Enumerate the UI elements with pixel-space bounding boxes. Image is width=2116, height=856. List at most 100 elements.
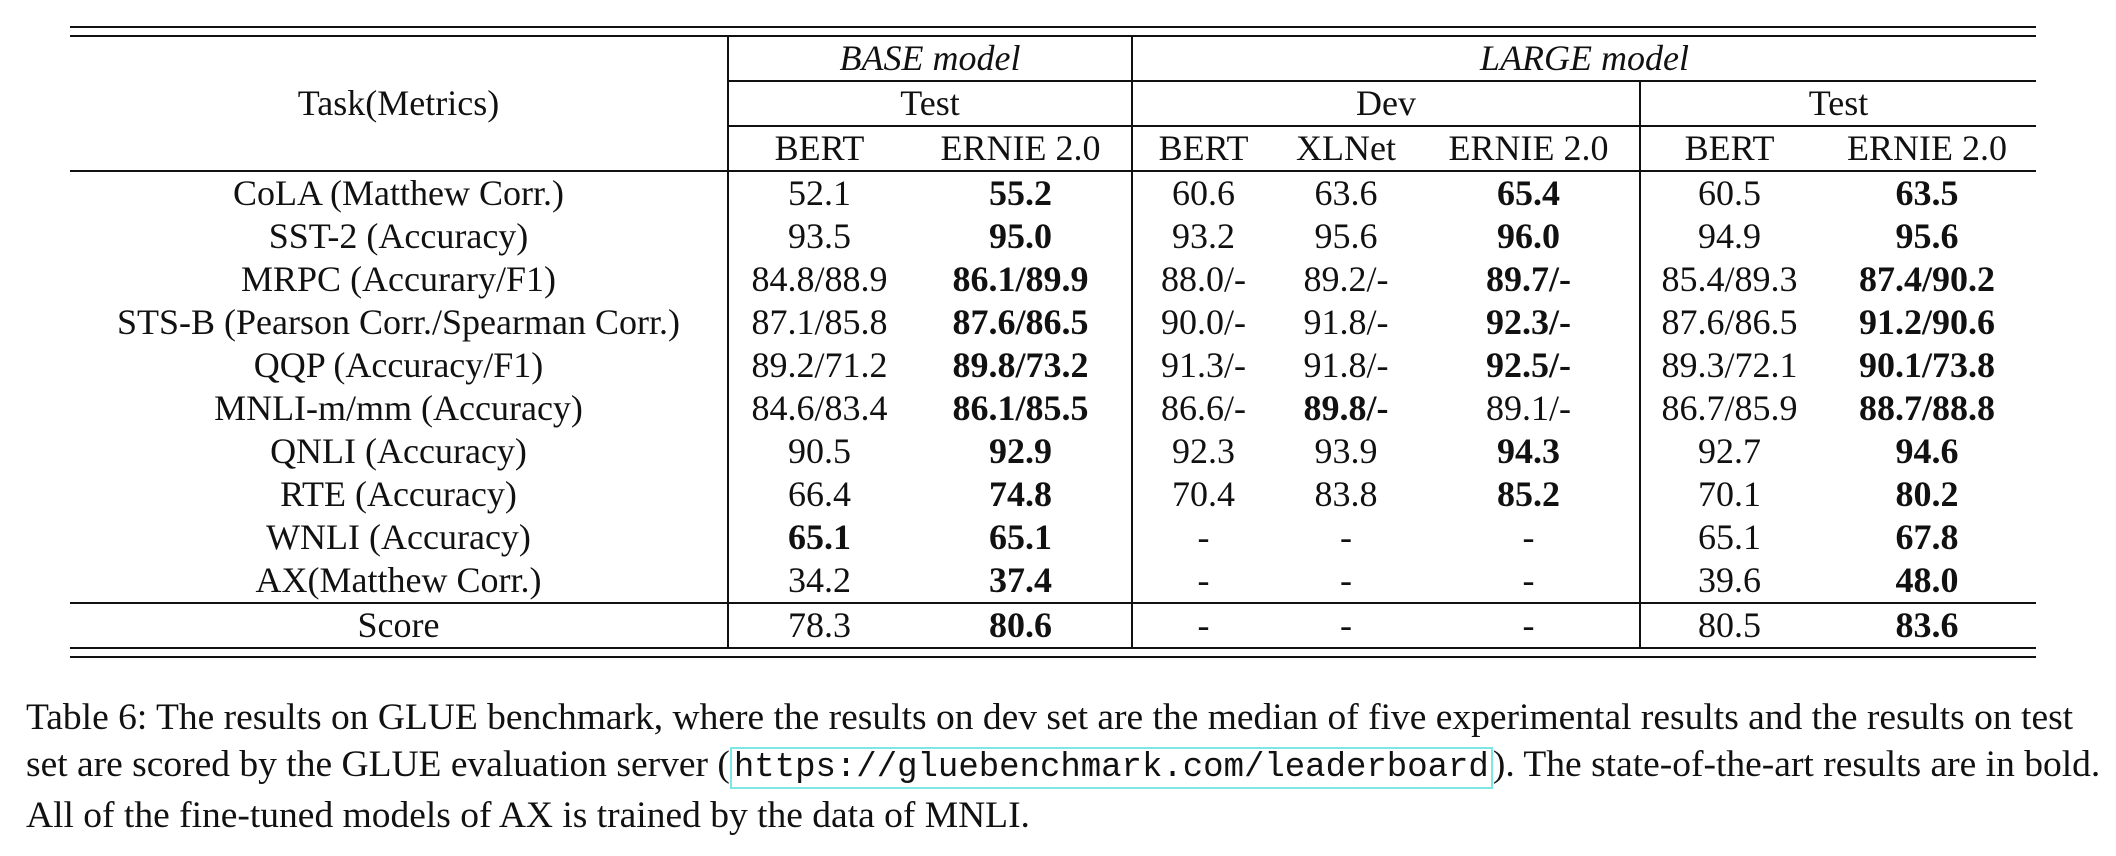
table-footer: Score 78.3 80.6 - - - 80.5 83.6 [70, 602, 2037, 647]
table-cell: 48.0 [1818, 559, 2036, 603]
table-caption: Table 6: The results on GLUE benchmark, … [26, 694, 2106, 839]
table-cell: 84.8/88.9 [728, 258, 910, 301]
task-name: QNLI (Accuracy) [70, 430, 729, 473]
cell-value: 87.1/85.8 [751, 302, 888, 342]
table-cell: 87.6/86.5 [910, 301, 1134, 344]
table-cell: 39.6 [1640, 559, 1818, 603]
col-header: ERNIE 2.0 [1418, 126, 1642, 172]
col-header: BERT [1132, 126, 1275, 172]
table-cell: 89.2/- [1274, 258, 1418, 301]
best-value: 63.5 [1895, 173, 1959, 213]
score-label: Score [70, 602, 729, 647]
cell-value: 65.1 [1698, 517, 1762, 557]
col-header: XLNet [1274, 126, 1419, 172]
table-row: QQP (Accuracy/F1) 89.2/71.2 89.8/73.2 91.3/… [70, 344, 2036, 387]
table-cell: 89.8/- [1274, 387, 1418, 430]
table-cell: 86.1/89.9 [910, 258, 1134, 301]
table-top-rule [70, 26, 2036, 37]
best-value: 87.4/90.2 [1859, 259, 1996, 299]
table-cell: 91.2/90.6 [1818, 301, 2036, 344]
cell-value: 89.3/72.1 [1661, 345, 1798, 385]
table-cell: 88.0/- [1132, 258, 1274, 301]
task-name: QQP (Accuracy/F1) [70, 344, 729, 387]
table-cell: 84.6/83.4 [728, 387, 910, 430]
table-cell: 55.2 [910, 171, 1134, 215]
best-value: 89.8/- [1303, 388, 1389, 428]
cell-value: 84.6/83.4 [751, 388, 888, 428]
table-cell: 91.8/- [1274, 344, 1418, 387]
task-name: MRPC (Accurary/F1) [70, 258, 729, 301]
table-cell: 60.5 [1640, 171, 1818, 215]
cell-value: 89.1/- [1486, 388, 1572, 428]
best-value: 95.6 [1895, 216, 1959, 256]
base-test-header: Test [728, 81, 1134, 127]
task-name: AX(Matthew Corr.) [70, 559, 729, 603]
table-cell: 86.7/85.9 [1640, 387, 1818, 430]
table-row: MNLI-m/mm (Accuracy) 84.6/83.4 86.1/85.5 86… [70, 387, 2036, 430]
table-cell: 90.1/73.8 [1818, 344, 2036, 387]
table-cell: 95.6 [1274, 215, 1418, 258]
table-cell: - [1274, 559, 1418, 603]
best-value: 88.7/88.8 [1859, 388, 1996, 428]
table-cell: 85.2 [1418, 473, 1642, 516]
cell-value: - [1197, 605, 1210, 645]
cell-value: 66.4 [788, 474, 851, 514]
table-cell: 63.5 [1818, 171, 2036, 215]
table-cell: 80.2 [1818, 473, 2036, 516]
col-header: ERNIE 2.0 [910, 126, 1134, 172]
table-row: MRPC (Accurary/F1) 84.8/88.9 86.1/89.9 88.0… [70, 258, 2036, 301]
cell-value: 80.5 [1698, 605, 1762, 645]
best-value: 85.2 [1497, 474, 1561, 514]
table-row: CoLA (Matthew Corr.) 52.1 55.2 60.6 63.6 65.4… [70, 171, 2036, 215]
cell-value: - [1340, 517, 1353, 557]
best-value: 37.4 [989, 560, 1052, 600]
table-cell: - [1418, 559, 1642, 603]
cell-value: 92.3 [1172, 431, 1236, 471]
table-cell: 63.6 [1274, 171, 1418, 215]
table-row: WNLI (Accuracy) 65.1 65.1 - - - 65.1 67.8 [70, 516, 2036, 559]
cell-value: 88.0/- [1161, 259, 1247, 299]
best-value: 92.5/- [1486, 345, 1572, 385]
cell-value: 63.6 [1314, 173, 1378, 213]
cell-value: 90.0/- [1161, 302, 1247, 342]
cell-value: - [1340, 560, 1353, 600]
glue-results-table: Task(Metrics) BASE model LARGE model Tes… [70, 37, 2037, 647]
table-cell: 89.2/71.2 [728, 344, 910, 387]
table-cell: 86.6/- [1132, 387, 1274, 430]
leaderboard-link[interactable]: https://gluebenchmark.com/leaderboard [729, 747, 1493, 789]
table-cell: 96.0 [1418, 215, 1642, 258]
table-cell: 93.5 [728, 215, 910, 258]
table-cell: 92.7 [1640, 430, 1818, 473]
cell-value: - [1522, 517, 1535, 557]
table-cell: 89.1/- [1418, 387, 1642, 430]
cell-value: 89.2/71.2 [751, 345, 888, 385]
score-row: Score 78.3 80.6 - - - 80.5 83.6 [70, 602, 2037, 647]
table-cell: 89.7/- [1418, 258, 1642, 301]
table-cell: 89.3/72.1 [1640, 344, 1818, 387]
table-header: Task(Metrics) BASE model LARGE model Tes… [70, 37, 2037, 172]
table-cell: 92.3/- [1418, 301, 1642, 344]
cell-value: - [1340, 605, 1353, 645]
score-cell: 80.6 [910, 602, 1134, 647]
table-cell: 92.9 [910, 430, 1134, 473]
table-cell: 86.1/85.5 [910, 387, 1134, 430]
large-model-header: LARGE model [1132, 37, 2037, 82]
cell-value: 78.3 [788, 605, 851, 645]
task-name: RTE (Accuracy) [70, 473, 729, 516]
table-cell: 52.1 [728, 171, 910, 215]
col-header: BERT [728, 126, 910, 172]
task-name: SST-2 (Accuracy) [70, 215, 729, 258]
table-cell: 90.0/- [1132, 301, 1274, 344]
table-cell: 91.8/- [1274, 301, 1418, 344]
base-model-header: BASE model [728, 37, 1134, 82]
best-value: 87.6/86.5 [952, 302, 1089, 342]
best-value: 55.2 [989, 173, 1052, 213]
task-name: STS-B (Pearson Corr./Spearman Corr.) [70, 301, 729, 344]
best-value: 89.7/- [1486, 259, 1572, 299]
table-cell: 94.3 [1418, 430, 1642, 473]
cell-value: 93.5 [788, 216, 851, 256]
table-row: RTE (Accuracy) 66.4 74.8 70.4 83.8 85.2 70.1 80… [70, 473, 2036, 516]
task-metrics-header: Task(Metrics) [70, 37, 729, 172]
best-value: 96.0 [1497, 216, 1561, 256]
table-row: STS-B (Pearson Corr./Spearman Corr.) 87.1… [70, 301, 2036, 344]
